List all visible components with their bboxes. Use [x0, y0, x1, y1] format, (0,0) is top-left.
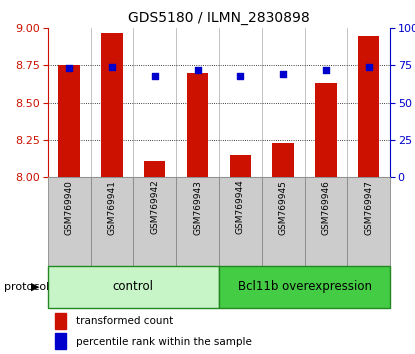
Bar [144, 161, 166, 177]
Bar [272, 143, 294, 177]
Text: protocol: protocol [4, 282, 49, 292]
Text: GSM769942: GSM769942 [150, 180, 159, 234]
Bar [315, 83, 337, 177]
Text: GSM769947: GSM769947 [364, 180, 373, 235]
Bar [347, 177, 390, 266]
Text: GSM769945: GSM769945 [278, 180, 288, 235]
Point [151, 73, 158, 79]
Bar [55, 333, 66, 349]
Bar [176, 177, 219, 266]
Bar [48, 266, 219, 308]
Bar [101, 33, 122, 177]
Point [280, 72, 286, 77]
Bar [219, 266, 390, 308]
Bar [229, 155, 251, 177]
Text: Bcl11b overexpression: Bcl11b overexpression [237, 280, 371, 293]
Text: GSM769943: GSM769943 [193, 180, 202, 235]
Bar [305, 177, 347, 266]
Bar [55, 313, 66, 329]
Point [66, 65, 73, 71]
Bar [59, 65, 80, 177]
Title: GDS5180 / ILMN_2830898: GDS5180 / ILMN_2830898 [128, 11, 310, 24]
Text: GSM769946: GSM769946 [321, 180, 330, 235]
Bar [90, 177, 133, 266]
Text: percentile rank within the sample: percentile rank within the sample [76, 337, 251, 347]
Bar [262, 177, 305, 266]
Bar [358, 36, 379, 177]
Text: GSM769944: GSM769944 [236, 180, 245, 234]
Bar [219, 177, 262, 266]
Bar [48, 177, 90, 266]
Point [194, 67, 201, 73]
Text: ▶: ▶ [31, 282, 39, 292]
Text: transformed count: transformed count [76, 316, 173, 326]
Point [237, 73, 244, 79]
Point [322, 67, 329, 73]
Text: GSM769941: GSM769941 [107, 180, 117, 235]
Bar [133, 177, 176, 266]
Bar [187, 73, 208, 177]
Point [109, 64, 115, 70]
Text: control: control [113, 280, 154, 293]
Point [365, 64, 372, 70]
Text: GSM769940: GSM769940 [65, 180, 73, 235]
